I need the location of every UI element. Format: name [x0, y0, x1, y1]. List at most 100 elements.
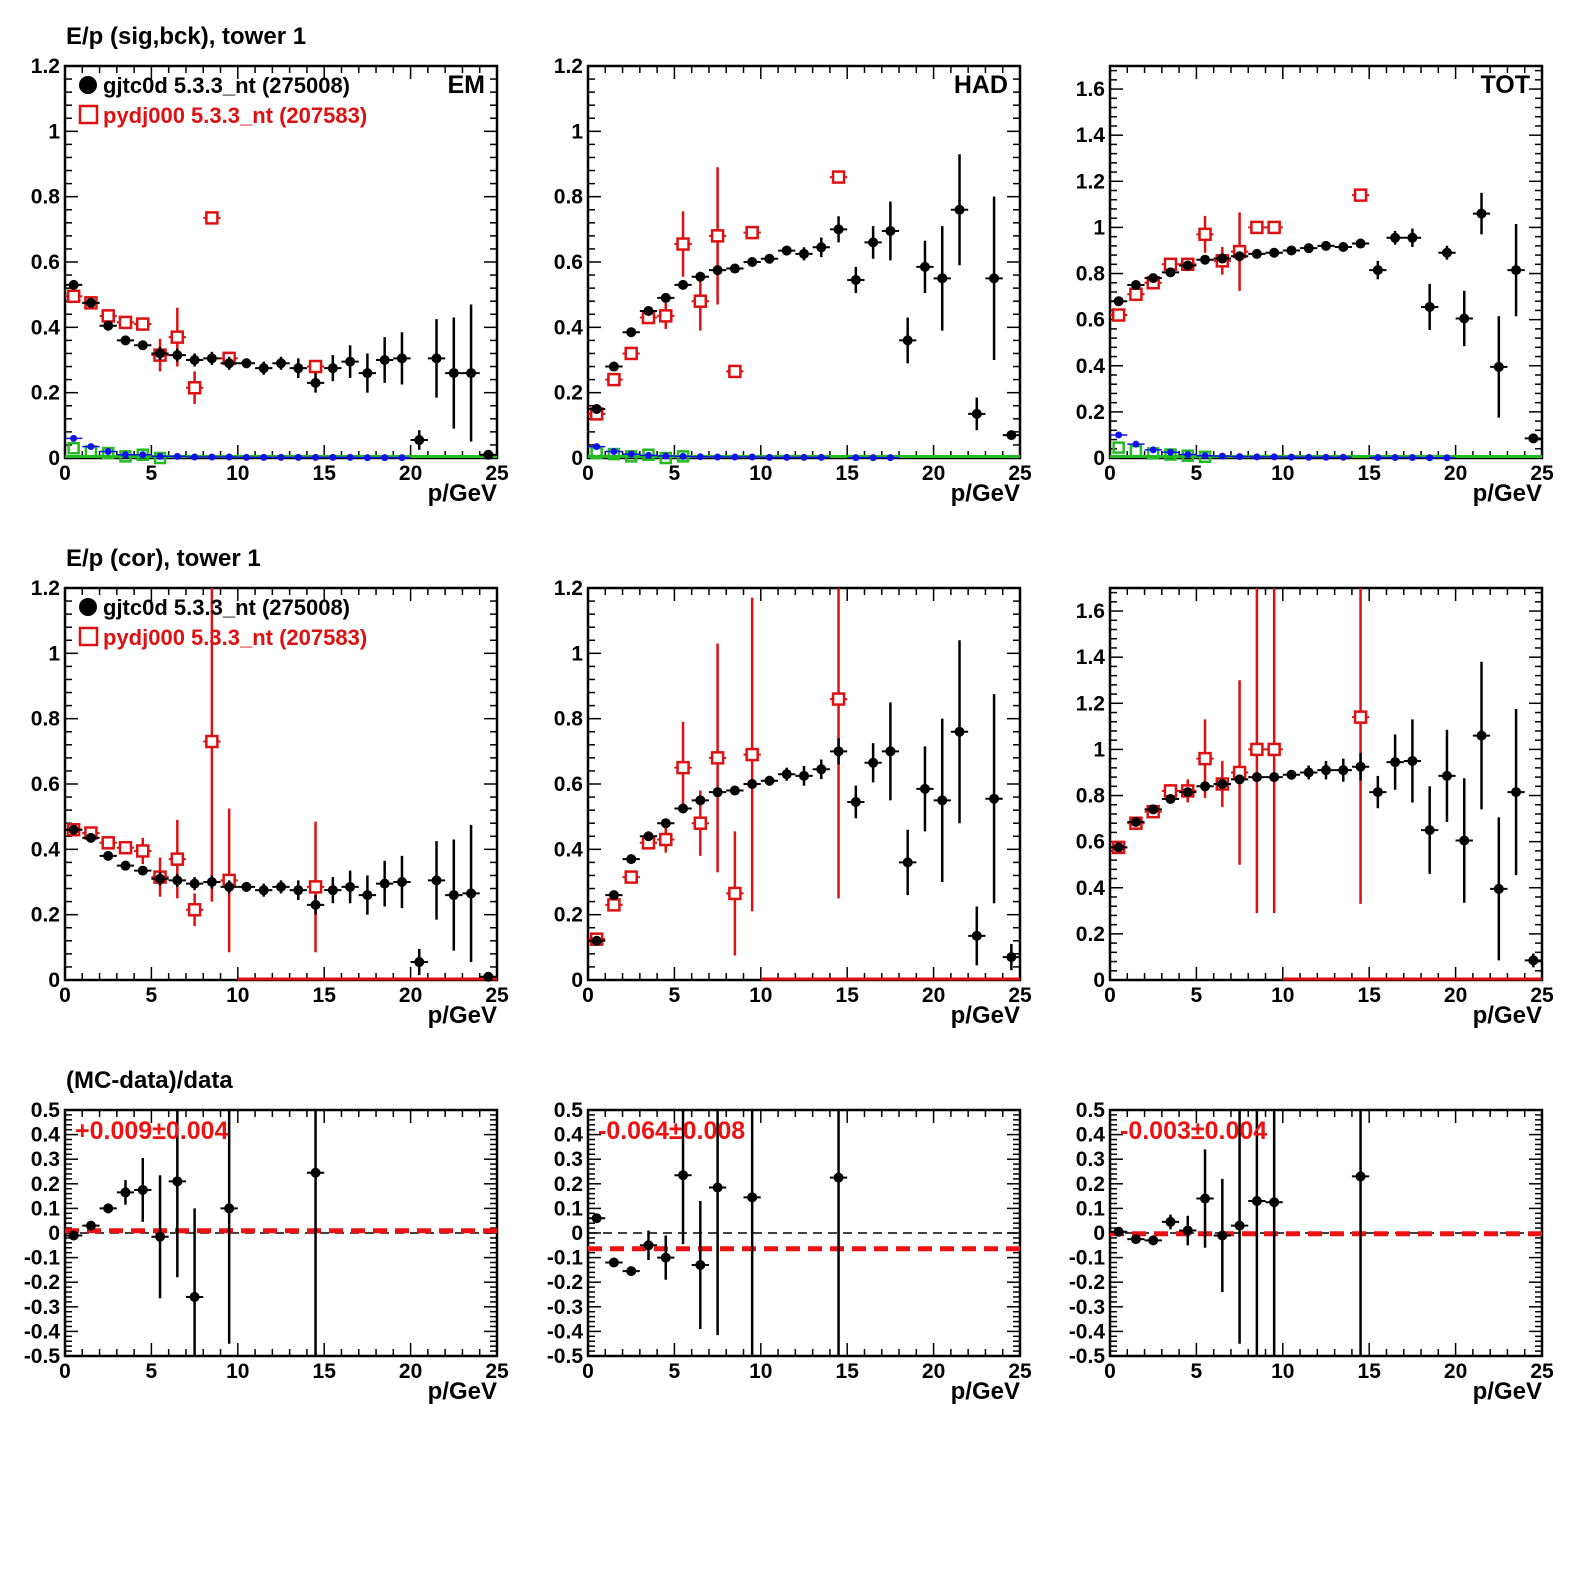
- data-point: [937, 273, 948, 284]
- data-point: [189, 878, 200, 889]
- x-axis-label: p/GeV: [951, 1002, 1020, 1029]
- data-point: [1372, 787, 1383, 798]
- data-point: [781, 769, 792, 780]
- x-tick-label: 15: [836, 1360, 860, 1383]
- background-data-point: [852, 454, 860, 462]
- y-tick-label: 0.8: [1076, 263, 1106, 286]
- y-tick-label: 0: [571, 447, 583, 470]
- data-point: [155, 873, 166, 884]
- y-tick-label: 0.8: [31, 186, 61, 209]
- data-point: [1234, 251, 1245, 262]
- data-point: [1493, 883, 1504, 894]
- panel-label: TOT: [1480, 71, 1530, 99]
- y-tick-label: 1.2: [31, 55, 60, 78]
- mc-point: [118, 840, 133, 855]
- data-point: [1130, 1234, 1141, 1245]
- data-point: [68, 1230, 79, 1241]
- data-point: [483, 971, 494, 982]
- data-point: [68, 824, 79, 835]
- x-tick-label: 5: [669, 462, 681, 485]
- y-tick-label: 0.2: [554, 904, 583, 927]
- data-point: [1338, 765, 1349, 776]
- data-point: [1217, 253, 1228, 264]
- mc-point: [101, 836, 115, 850]
- data-point: [1286, 769, 1297, 780]
- panel-sig-EM: 0 5 10 15 20 25p/GeV 0 0.2 0.4 0.6 0.8 1 1.2 EM gjtc0d…: [31, 55, 509, 507]
- x-tick-label: 5: [1191, 984, 1203, 1007]
- data-point: [1338, 242, 1349, 253]
- data-point: [833, 746, 844, 757]
- mc-point: [308, 359, 323, 374]
- y-tick-label: 0.8: [554, 186, 584, 209]
- data-point: [1528, 955, 1539, 966]
- data-point: [431, 353, 442, 364]
- data-point: [137, 865, 148, 876]
- background-data-point: [312, 453, 320, 461]
- background-data-point: [1270, 453, 1278, 461]
- mc-point: [745, 225, 759, 240]
- y-tick-label: -0.3: [1069, 1296, 1105, 1319]
- background-data-point: [329, 453, 337, 461]
- legend-mc-marker: [78, 104, 99, 125]
- background-data-point: [121, 451, 129, 459]
- y-tick-label: 0: [571, 969, 583, 992]
- y-tick-label: -0.5: [1069, 1345, 1106, 1368]
- y-tick-label: 0.1: [31, 1197, 61, 1220]
- x-tick-label: 0: [582, 462, 594, 485]
- y-tick-label: 0.4: [554, 316, 584, 339]
- data-point: [989, 793, 1000, 804]
- data-point: [591, 1213, 602, 1224]
- y-tick-label: 0.2: [554, 382, 583, 405]
- y-tick-label: 0.1: [1076, 1197, 1106, 1220]
- data-point: [660, 818, 671, 829]
- data-point: [310, 377, 321, 388]
- y-tick-label: 0: [1093, 969, 1105, 992]
- data-point: [172, 875, 183, 886]
- background-data-point: [731, 453, 739, 461]
- data-point: [608, 890, 619, 901]
- data-point: [1372, 265, 1383, 276]
- data-point: [712, 265, 723, 276]
- data-point: [989, 273, 1000, 284]
- data-point: [1355, 1171, 1366, 1182]
- data-point: [1148, 273, 1159, 284]
- panel-label: HAD: [954, 71, 1008, 99]
- data-point: [764, 253, 775, 264]
- data-point: [85, 1220, 96, 1231]
- data-point: [206, 877, 217, 887]
- data-point: [971, 930, 982, 941]
- y-tick-label: 1: [48, 642, 60, 665]
- data-point: [660, 292, 671, 303]
- x-tick-label: 5: [669, 984, 681, 1007]
- data-point: [103, 320, 114, 331]
- mc-point: [1267, 742, 1281, 757]
- y-tick-label: -0.1: [1069, 1247, 1106, 1270]
- y-tick-label: -0.1: [24, 1247, 61, 1270]
- panel-label: EM: [448, 71, 486, 99]
- data-point: [816, 764, 827, 775]
- data-point: [155, 348, 166, 359]
- data-point: [764, 775, 775, 786]
- data-point: [362, 368, 373, 379]
- data-point: [971, 408, 982, 419]
- data-point: [1251, 1196, 1262, 1207]
- background-data-point: [1287, 453, 1295, 461]
- panel-ratio-EM: 0 5 10 15 20 25p/GeV-0.5-0.4-0.3-0.2-0.100.10…: [24, 1099, 509, 1405]
- x-tick-label: 5: [146, 1360, 158, 1383]
- x-tick-label: 25: [1530, 1360, 1554, 1383]
- mc-point: [624, 870, 638, 884]
- mc-point: [728, 364, 742, 379]
- data-point: [799, 770, 809, 781]
- data-point: [919, 261, 930, 272]
- data-point: [591, 404, 602, 414]
- data-point: [1148, 1235, 1159, 1246]
- data-point: [643, 831, 654, 842]
- data-point: [1006, 952, 1017, 963]
- data-point: [1493, 361, 1504, 372]
- data-point: [608, 361, 619, 372]
- x-tick-label: 25: [485, 984, 509, 1007]
- data-point: [591, 935, 602, 946]
- y-tick-label: 1.6: [1076, 600, 1105, 623]
- data-point: [1165, 267, 1176, 278]
